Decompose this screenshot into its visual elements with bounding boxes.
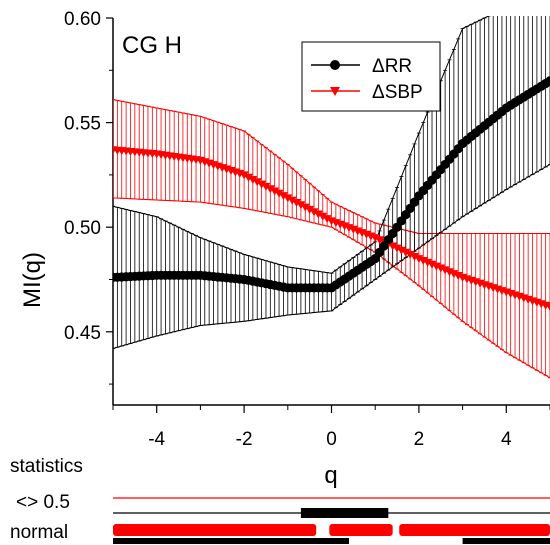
series-sbp xyxy=(113,146,550,312)
data-point xyxy=(370,234,380,243)
data-point xyxy=(300,203,310,212)
lower-bound-line xyxy=(113,197,550,379)
series-rr xyxy=(113,76,550,293)
data-point xyxy=(309,208,319,217)
data-point xyxy=(396,246,406,255)
data-point xyxy=(322,215,332,224)
x-tick-label: -2 xyxy=(236,429,253,450)
data-point xyxy=(305,205,315,214)
panel-label: CG H xyxy=(122,32,182,59)
y-tick-label: 0.45 xyxy=(64,323,101,344)
stat-segment-red xyxy=(329,524,393,536)
data-point xyxy=(252,178,262,187)
data-point xyxy=(287,196,297,205)
data-point xyxy=(261,182,271,191)
y-tick-label: 0.55 xyxy=(64,114,101,135)
legend-box xyxy=(301,41,441,112)
data-point xyxy=(388,242,398,251)
legend-marker-sbp xyxy=(330,87,340,96)
data-point xyxy=(392,244,402,253)
x-axis-title: q xyxy=(324,462,337,489)
data-point xyxy=(296,201,306,210)
data-point xyxy=(257,180,267,189)
data-point xyxy=(313,210,323,219)
stat-segment-black xyxy=(462,538,550,544)
x-tick-label: 2 xyxy=(414,429,425,450)
data-point xyxy=(243,173,253,182)
data-point xyxy=(270,187,280,196)
y-axis-title: MI(q) xyxy=(19,252,46,308)
data-point xyxy=(401,248,411,257)
data-point xyxy=(274,189,284,198)
x-tick-label: 0 xyxy=(326,429,337,450)
stat-row-label-normal: normal xyxy=(10,522,68,543)
data-point xyxy=(248,175,258,184)
stat-segment-red xyxy=(399,524,550,536)
upper-bound-line xyxy=(113,99,550,234)
stat-segment-black xyxy=(300,508,389,518)
legend-marker-rr xyxy=(330,60,340,70)
lower-bound-line xyxy=(113,163,550,349)
error-bars-rr xyxy=(113,16,550,349)
data-point xyxy=(545,76,550,86)
y-tick-label: 0.50 xyxy=(64,218,101,239)
stat-segment-red xyxy=(113,524,317,536)
data-point xyxy=(405,250,415,259)
stat-segment-black xyxy=(113,538,349,544)
data-point xyxy=(545,303,550,312)
data-point xyxy=(265,185,275,194)
data-point xyxy=(239,171,249,180)
data-point xyxy=(292,199,302,208)
upper-bound-line xyxy=(113,16,490,274)
x-tick-label: 4 xyxy=(501,429,512,450)
plot-area xyxy=(113,16,550,379)
data-point xyxy=(375,236,385,245)
legend-label-rr: ΔRR xyxy=(372,56,412,77)
stat-row-label-nonhalf: <> 0.5 xyxy=(16,492,70,513)
statistics-title: statistics xyxy=(10,456,83,477)
data-point xyxy=(318,212,328,221)
data-point xyxy=(410,252,420,261)
y-tick-label: 0.60 xyxy=(64,9,101,30)
x-tick-label: -4 xyxy=(148,429,165,450)
legend: ΔRR ΔSBP xyxy=(301,41,441,112)
data-point xyxy=(278,192,288,201)
legend-label-sbp: ΔSBP xyxy=(372,82,423,103)
data-point xyxy=(283,194,293,203)
